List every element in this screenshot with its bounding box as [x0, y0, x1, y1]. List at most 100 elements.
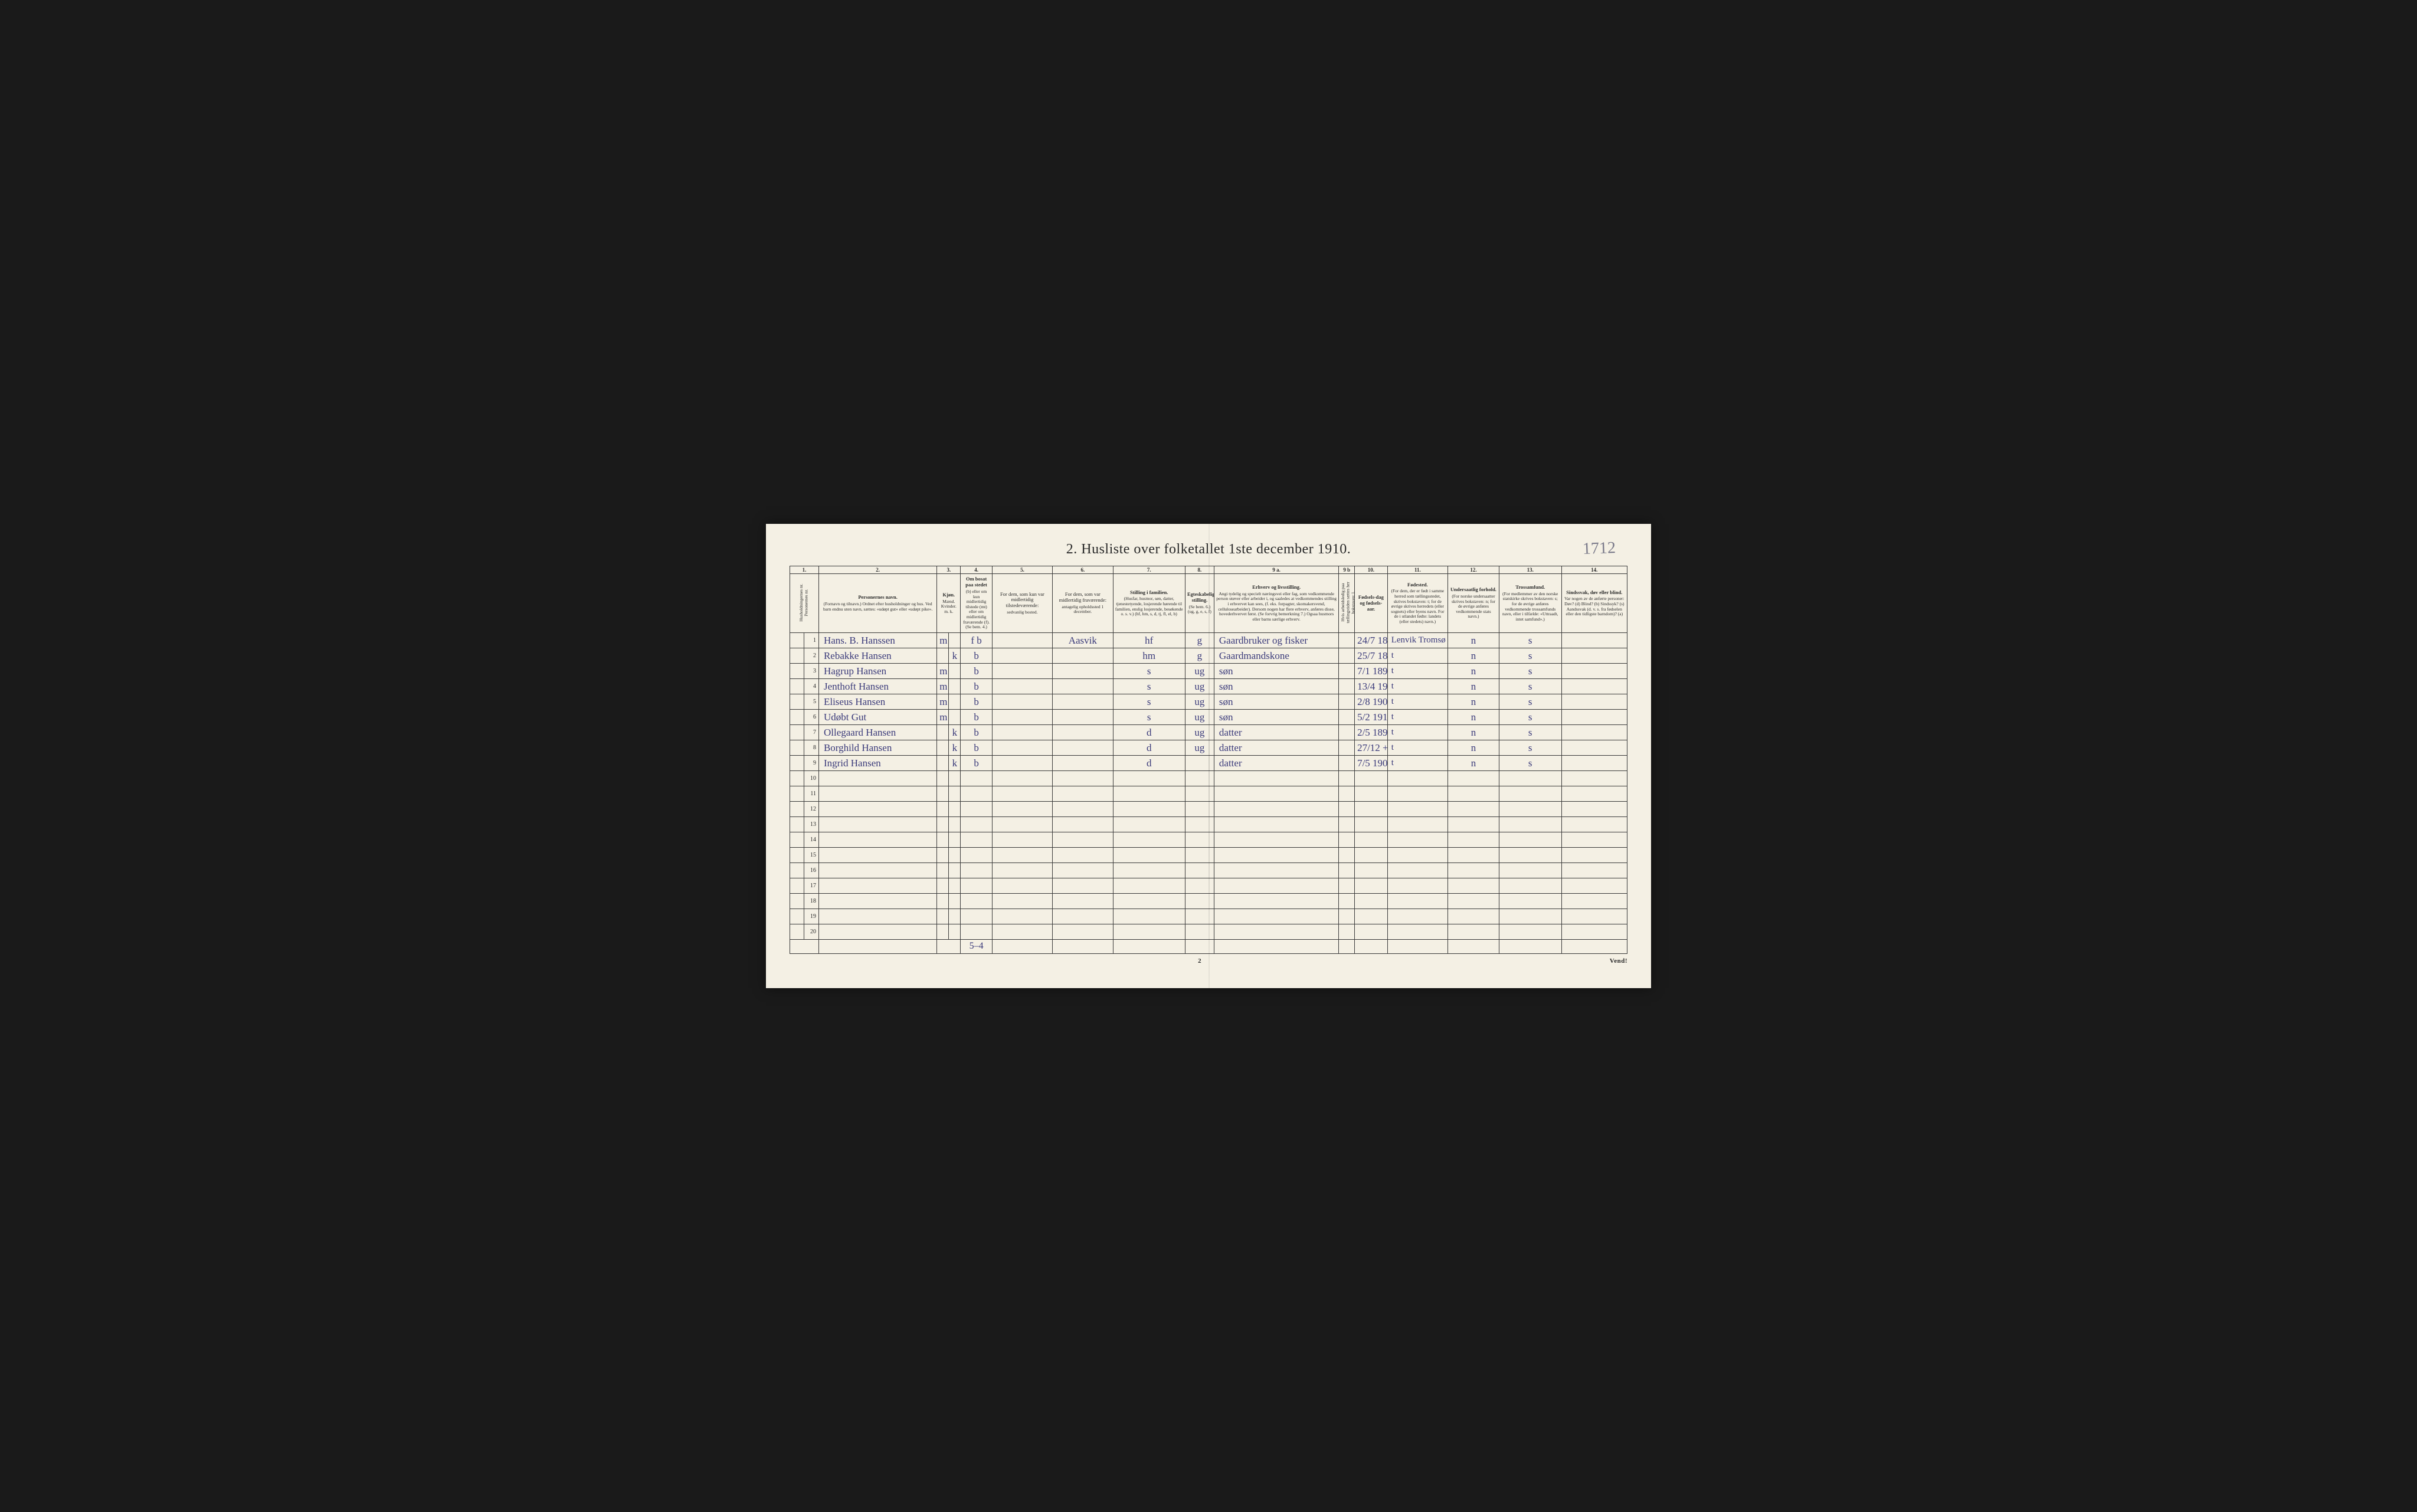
cell-family-position: s: [1113, 709, 1185, 724]
cell-disability: [1561, 862, 1627, 878]
cell-bosat: [961, 878, 992, 893]
cell-religion: [1499, 893, 1561, 908]
cell-person-num: 4: [804, 678, 818, 694]
cell-religion: [1499, 862, 1561, 878]
cell-bosat: b: [961, 648, 992, 663]
cell-citizenship: [1448, 878, 1499, 893]
cell-marital: ug: [1185, 709, 1214, 724]
cell-present: [992, 678, 1052, 694]
cell-birthplace: t: [1387, 724, 1447, 740]
cell-sex-m: [937, 740, 949, 755]
cell-name: [818, 847, 936, 862]
table-row: 10: [790, 770, 1627, 786]
cell-sex-m: [937, 801, 949, 816]
cell-birthplace: Lenvik Tromsø /8: [1387, 632, 1447, 648]
cell-9b: [1339, 786, 1355, 801]
cell-present: [992, 632, 1052, 648]
cell-marital: g: [1185, 632, 1214, 648]
col-4-header: Om bosat paa stedet (b) eller om kun mid…: [961, 574, 992, 633]
cell-9b: [1339, 801, 1355, 816]
cell-family-position: s: [1113, 678, 1185, 694]
col-num-11: 11.: [1387, 566, 1447, 574]
cell-religion: s: [1499, 724, 1561, 740]
cell-bosat: [961, 770, 992, 786]
cell-bosat: b: [961, 663, 992, 678]
cell-9b: [1339, 709, 1355, 724]
cell-marital: [1185, 893, 1214, 908]
col-num-9a: 9 a.: [1214, 566, 1338, 574]
cell-absent: Aasvik: [1053, 632, 1113, 648]
cell-citizenship: [1448, 786, 1499, 801]
cell-sex-m: m: [937, 632, 949, 648]
cell-bosat: [961, 847, 992, 862]
cell-family-position: [1113, 786, 1185, 801]
cell-citizenship: [1448, 801, 1499, 816]
cell-disability: [1561, 816, 1627, 832]
cell-birthplace: [1387, 908, 1447, 924]
cell-disability: [1561, 908, 1627, 924]
cell-religion: [1499, 816, 1561, 832]
col-7-header: Stilling i familien. (Husfar, husmor, sø…: [1113, 574, 1185, 633]
cell-citizenship: n: [1448, 709, 1499, 724]
cell-marital: ug: [1185, 663, 1214, 678]
cell-hh: [790, 709, 804, 724]
cell-absent: [1053, 862, 1113, 878]
cell-birthdate: [1355, 847, 1388, 862]
cell-birthplace: t: [1387, 678, 1447, 694]
cell-occupation: søn: [1214, 709, 1338, 724]
cell-present: [992, 908, 1052, 924]
census-page: 2. Husliste over folketallet 1ste decemb…: [766, 524, 1651, 988]
cell-marital: [1185, 878, 1214, 893]
cell-bosat: b: [961, 740, 992, 755]
cell-sex-k: [949, 847, 961, 862]
cell-disability: [1561, 694, 1627, 709]
cell-sex-m: [937, 908, 949, 924]
cell-birthplace: [1387, 816, 1447, 832]
cell-9b: [1339, 862, 1355, 878]
cell-person-num: 11: [804, 786, 818, 801]
cell-occupation: Gaardmandskone: [1214, 648, 1338, 663]
cell-absent: [1053, 893, 1113, 908]
cell-bosat: b: [961, 709, 992, 724]
cell-family-position: d: [1113, 724, 1185, 740]
cell-hh: [790, 862, 804, 878]
cell-religion: [1499, 832, 1561, 847]
cell-birthdate: [1355, 893, 1388, 908]
cell-marital: ug: [1185, 678, 1214, 694]
cell-religion: [1499, 786, 1561, 801]
cell-sex-m: [937, 755, 949, 770]
cell-bosat: b: [961, 694, 992, 709]
cell-name: Hagrup Hansen: [818, 663, 936, 678]
cell-occupation: [1214, 862, 1338, 878]
cell-sex-m: m: [937, 678, 949, 694]
cell-9b: [1339, 847, 1355, 862]
cell-religion: [1499, 924, 1561, 939]
cell-birthplace: [1387, 924, 1447, 939]
col-13-header: Trossamfund. (For medlemmer av den norsk…: [1499, 574, 1561, 633]
cell-birthdate: 13/4 1901: [1355, 678, 1388, 694]
cell-sex-k: [949, 801, 961, 816]
cell-person-num: 2: [804, 648, 818, 663]
cell-person-num: 19: [804, 908, 818, 924]
cell-occupation: [1214, 847, 1338, 862]
cell-bosat: b: [961, 755, 992, 770]
cell-9b: [1339, 632, 1355, 648]
cell-marital: g: [1185, 648, 1214, 663]
cell-family-position: [1113, 908, 1185, 924]
cell-name: Borghild Hansen: [818, 740, 936, 755]
cell-family-position: [1113, 832, 1185, 847]
cell-birthdate: [1355, 878, 1388, 893]
table-row: 12: [790, 801, 1627, 816]
col-num-13: 13.: [1499, 566, 1561, 574]
cell-9b: [1339, 816, 1355, 832]
cell-birthplace: [1387, 878, 1447, 893]
cell-birthplace: [1387, 786, 1447, 801]
cell-sex-m: m: [937, 709, 949, 724]
cell-disability: [1561, 648, 1627, 663]
cell-religion: [1499, 770, 1561, 786]
cell-hh: [790, 755, 804, 770]
cell-9b: [1339, 924, 1355, 939]
cell-bosat: [961, 832, 992, 847]
cell-family-position: s: [1113, 663, 1185, 678]
cell-marital: ug: [1185, 694, 1214, 709]
